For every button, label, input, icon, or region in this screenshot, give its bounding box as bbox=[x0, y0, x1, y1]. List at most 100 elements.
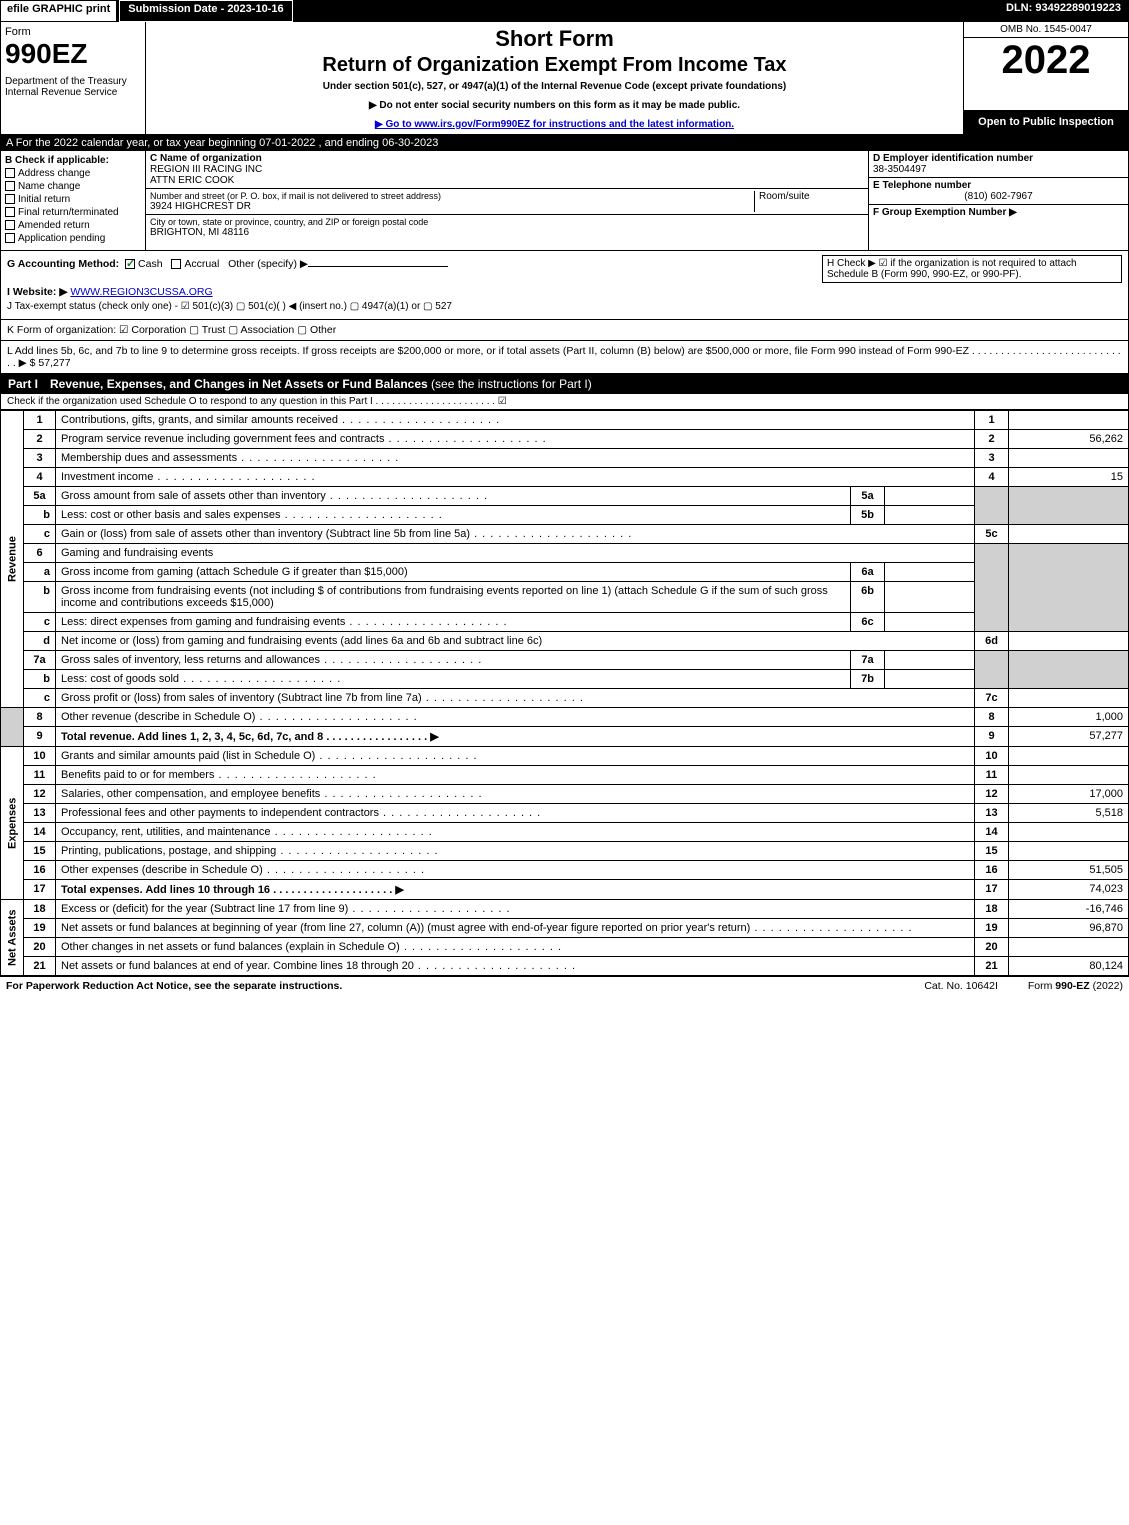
line-6b-inlab: 6b bbox=[851, 582, 885, 613]
line-2-amt: 56,262 bbox=[1009, 430, 1129, 449]
line-6d-amt bbox=[1009, 632, 1129, 651]
line-12-num: 12 bbox=[24, 785, 56, 804]
chk-accrual[interactable] bbox=[171, 259, 181, 269]
line-8-amt: 1,000 bbox=[1009, 708, 1129, 727]
line-8-code: 8 bbox=[975, 708, 1009, 727]
line-18-code: 18 bbox=[975, 900, 1009, 919]
open-to-public: Open to Public Inspection bbox=[964, 110, 1128, 134]
line-l: L Add lines 5b, 6c, and 7b to line 9 to … bbox=[0, 341, 1129, 374]
line-15-num: 15 bbox=[24, 842, 56, 861]
line-2-desc: Program service revenue including govern… bbox=[61, 433, 547, 445]
chk-cash[interactable] bbox=[125, 259, 135, 269]
line-14-desc: Occupancy, rent, utilities, and maintena… bbox=[61, 826, 433, 838]
line-19-code: 19 bbox=[975, 919, 1009, 938]
shade-7 bbox=[975, 651, 1009, 689]
line-18-desc: Excess or (deficit) for the year (Subtra… bbox=[61, 903, 511, 915]
chk-address-change[interactable]: Address change bbox=[5, 168, 141, 179]
line-15-desc: Printing, publications, postage, and shi… bbox=[61, 845, 439, 857]
line-21-desc: Net assets or fund balances at end of ye… bbox=[61, 960, 576, 972]
section-expenses-label: Expenses bbox=[1, 747, 24, 900]
section-revenue-label: Revenue bbox=[1, 411, 24, 708]
attn: ATTN ERIC COOK bbox=[150, 175, 864, 186]
addr-label: Number and street (or P. O. box, if mail… bbox=[150, 191, 754, 201]
line-5b-num: b bbox=[24, 506, 56, 525]
footer-right: Form 990-EZ (2022) bbox=[1028, 980, 1123, 992]
form-word: Form bbox=[5, 26, 141, 38]
line-16-amt: 51,505 bbox=[1009, 861, 1129, 880]
line-21-num: 21 bbox=[24, 957, 56, 976]
line-1-num: 1 bbox=[24, 411, 56, 430]
line-6c-desc: Less: direct expenses from gaming and fu… bbox=[61, 616, 508, 628]
line-12-amt: 17,000 bbox=[1009, 785, 1129, 804]
efile-print-button[interactable]: efile GRAPHIC print bbox=[0, 0, 117, 22]
revenue-tail bbox=[1, 708, 24, 747]
line-7a-inval bbox=[885, 651, 975, 670]
line-7c-amt bbox=[1009, 689, 1129, 708]
line-6b-num: b bbox=[24, 582, 56, 613]
line-7b-num: b bbox=[24, 670, 56, 689]
form-header: Form 990EZ Department of the Treasury In… bbox=[0, 22, 1129, 135]
instruct-link[interactable]: ▶ Go to www.irs.gov/Form990EZ for instru… bbox=[150, 119, 959, 130]
line-15-code: 15 bbox=[975, 842, 1009, 861]
org-name: REGION III RACING INC bbox=[150, 164, 864, 175]
line-1-code: 1 bbox=[975, 411, 1009, 430]
line-11-num: 11 bbox=[24, 766, 56, 785]
chk-name-change[interactable]: Name change bbox=[5, 181, 141, 192]
e-label: E Telephone number bbox=[873, 180, 1124, 191]
shade-6 bbox=[975, 544, 1009, 632]
line-10-amt bbox=[1009, 747, 1129, 766]
column-def: D Employer identification number 38-3504… bbox=[868, 151, 1128, 250]
chk-final-return[interactable]: Final return/terminated bbox=[5, 207, 141, 218]
part1-title: Revenue, Expenses, and Changes in Net As… bbox=[50, 377, 428, 391]
line-8-desc: Other revenue (describe in Schedule O) bbox=[61, 711, 418, 723]
line-3-desc: Membership dues and assessments bbox=[61, 452, 399, 464]
line-6d-num: d bbox=[24, 632, 56, 651]
irs-link[interactable]: ▶ Go to www.irs.gov/Form990EZ for instru… bbox=[375, 119, 734, 130]
h-box: H Check ▶ ☑ if the organization is not r… bbox=[822, 255, 1122, 283]
line-7a-desc: Gross sales of inventory, less returns a… bbox=[61, 654, 482, 666]
line-13-code: 13 bbox=[975, 804, 1009, 823]
submission-date-button[interactable]: Submission Date - 2023-10-16 bbox=[119, 0, 292, 22]
line-7a-inlab: 7a bbox=[851, 651, 885, 670]
chk-application-pending[interactable]: Application pending bbox=[5, 233, 141, 244]
section-ghijk: H Check ▶ ☑ if the organization is not r… bbox=[0, 251, 1129, 320]
line-6d-desc: Net income or (loss) from gaming and fun… bbox=[56, 632, 975, 651]
line-j: J Tax-exempt status (check only one) - ☑… bbox=[7, 301, 1122, 312]
chk-amended-return[interactable]: Amended return bbox=[5, 220, 141, 231]
line-7b-inlab: 7b bbox=[851, 670, 885, 689]
column-b: B Check if applicable: Address change Na… bbox=[1, 151, 146, 250]
line-9-desc: Total revenue. Add lines 1, 2, 3, 4, 5c,… bbox=[61, 731, 439, 743]
instruct-ssn: ▶ Do not enter social security numbers o… bbox=[150, 100, 959, 111]
line-6c-inval bbox=[885, 613, 975, 632]
line-6a-num: a bbox=[24, 563, 56, 582]
room-suite-label: Room/suite bbox=[754, 191, 864, 212]
line-10-desc: Grants and similar amounts paid (list in… bbox=[61, 750, 478, 762]
line-4-num: 4 bbox=[24, 468, 56, 487]
form-number: 990EZ bbox=[5, 38, 141, 70]
line-7c-desc: Gross profit or (loss) from sales of inv… bbox=[61, 692, 584, 704]
chk-initial-return[interactable]: Initial return bbox=[5, 194, 141, 205]
line-18-num: 18 bbox=[24, 900, 56, 919]
line-17-num: 17 bbox=[24, 880, 56, 900]
line-5a-num: 5a bbox=[24, 487, 56, 506]
line-19-desc: Net assets or fund balances at beginning… bbox=[61, 922, 913, 934]
footer-catalog: Cat. No. 10642I bbox=[924, 980, 998, 992]
line-4-code: 4 bbox=[975, 468, 1009, 487]
website-link[interactable]: WWW.REGION3CUSSA.ORG bbox=[70, 286, 212, 298]
shade-6-amt bbox=[1009, 544, 1129, 632]
line-19-amt: 96,870 bbox=[1009, 919, 1129, 938]
line-7b-desc: Less: cost of goods sold bbox=[61, 673, 341, 685]
page-footer: For Paperwork Reduction Act Notice, see … bbox=[0, 976, 1129, 995]
main-title: Return of Organization Exempt From Incom… bbox=[150, 54, 959, 77]
ein: 38-3504497 bbox=[873, 164, 1124, 175]
line-16-desc: Other expenses (describe in Schedule O) bbox=[61, 864, 425, 876]
header-middle: Short Form Return of Organization Exempt… bbox=[146, 22, 963, 134]
column-c: C Name of organization REGION III RACING… bbox=[146, 151, 868, 250]
line-5b-inval bbox=[885, 506, 975, 525]
dln-label: DLN: 93492289019223 bbox=[998, 0, 1129, 22]
line-6-desc: Gaming and fundraising events bbox=[56, 544, 975, 563]
line-6a-inlab: 6a bbox=[851, 563, 885, 582]
shade-5 bbox=[975, 487, 1009, 525]
line-5c-desc: Gain or (loss) from sale of assets other… bbox=[61, 528, 632, 540]
department-label: Department of the Treasury Internal Reve… bbox=[5, 76, 141, 98]
